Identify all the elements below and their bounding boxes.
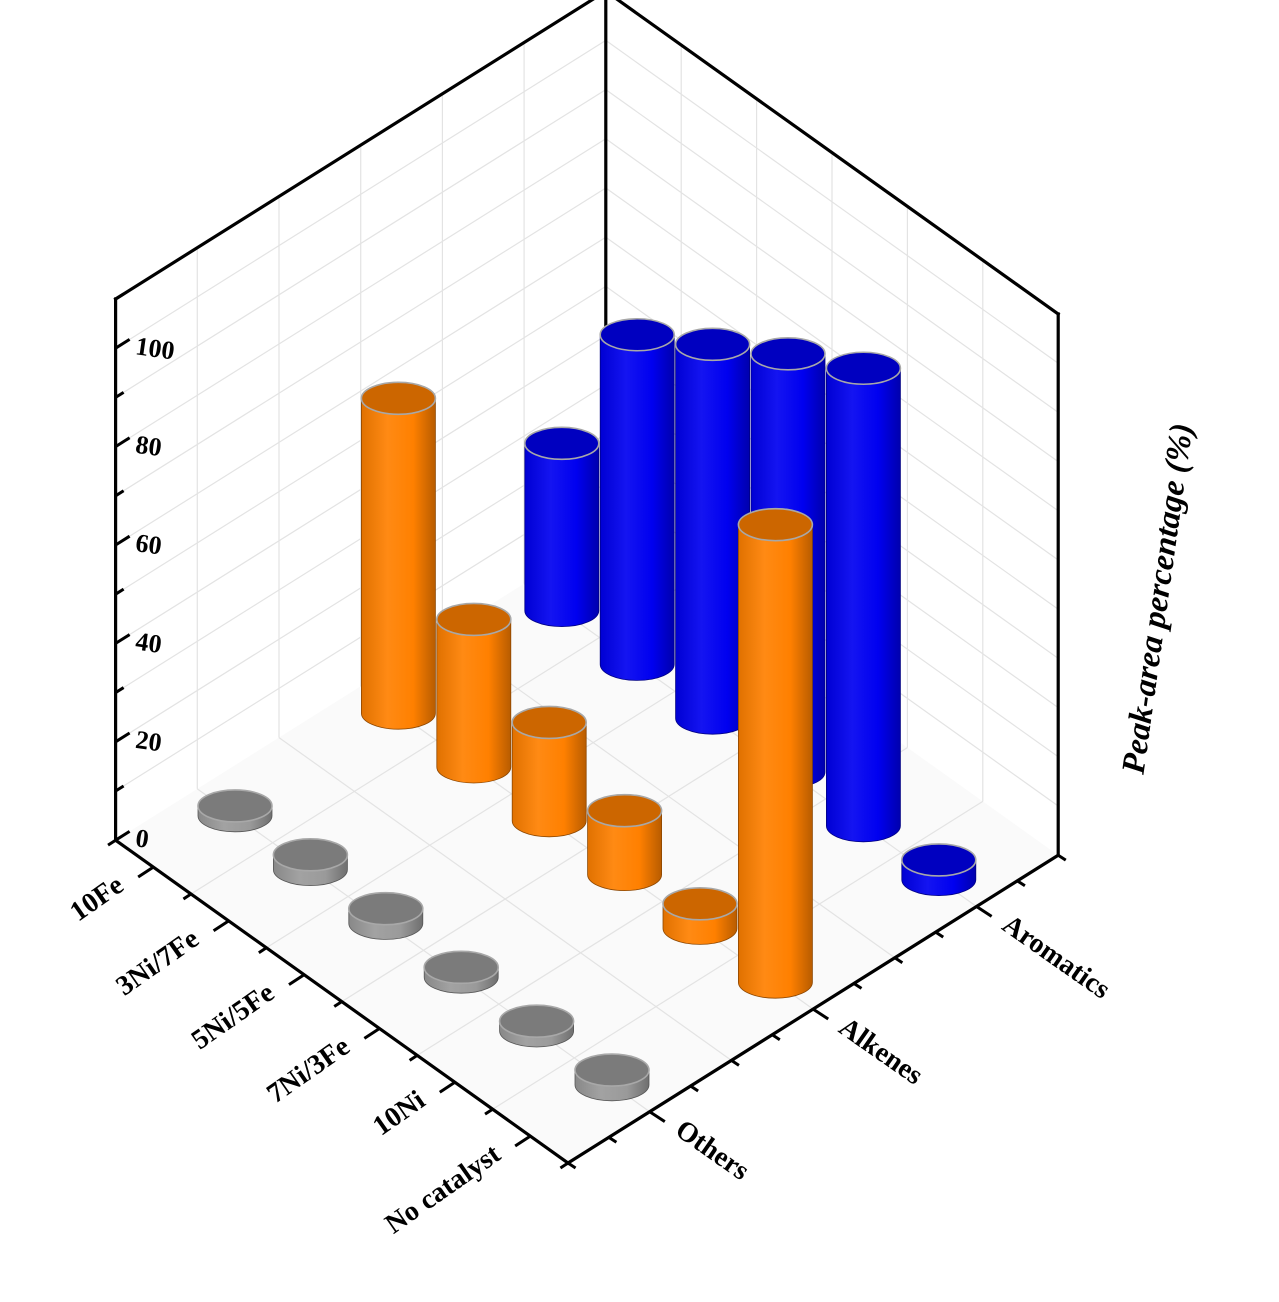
product-tick xyxy=(1016,879,1026,888)
z-tick xyxy=(114,489,125,498)
catalyst-tick xyxy=(107,838,117,847)
product-label: Others xyxy=(670,1114,755,1187)
bar-aromatics-10fe xyxy=(523,426,600,627)
catalyst-tick xyxy=(333,1000,343,1008)
z-tick-label: 60 xyxy=(134,528,164,560)
catalyst-label: No catalyst xyxy=(380,1138,507,1240)
product-label: Alkenes xyxy=(833,1011,929,1091)
z-tick xyxy=(114,534,131,547)
bar-alkenes-10ni xyxy=(662,886,738,945)
catalyst-tick xyxy=(484,1107,494,1116)
catalyst-tick xyxy=(137,865,155,879)
bar-others-3ni-7fe xyxy=(272,838,349,886)
floor-grid-line xyxy=(442,634,896,959)
product-tick xyxy=(975,905,993,918)
bar-others-10fe xyxy=(197,789,273,833)
catalyst-label: 10Ni xyxy=(367,1085,431,1143)
bar-aromatics-10ni xyxy=(825,351,902,843)
catalyst-tick xyxy=(212,919,230,933)
z-axis-title: Peak-area percentage (%) xyxy=(1116,421,1201,777)
product-tick xyxy=(812,1007,830,1021)
catalyst-tick xyxy=(363,1027,381,1040)
z-tick xyxy=(114,633,131,645)
bar-others-7ni-3fe xyxy=(423,950,500,994)
z-tick xyxy=(114,436,131,448)
bar-aromatics-no-catalyst xyxy=(900,843,977,896)
floor-grid-line xyxy=(360,685,814,1010)
z-tick xyxy=(114,731,131,744)
catalyst-label: 3Ni/7Fe xyxy=(110,923,204,1002)
axis-ticks xyxy=(107,292,1067,1170)
z-tick xyxy=(114,292,125,301)
product-tick xyxy=(1057,853,1067,862)
catalyst-label: 10Fe xyxy=(64,869,129,927)
z-tick xyxy=(114,391,125,399)
bar-aromatics-5ni-5fe xyxy=(674,327,751,735)
z-tick xyxy=(114,830,131,842)
catalyst-tick xyxy=(258,946,268,955)
bar-others-5ni-5fe xyxy=(347,891,424,940)
z-tick xyxy=(114,686,125,694)
catalyst-tick xyxy=(438,1081,456,1094)
bar-alkenes-5ni-5fe xyxy=(511,705,588,838)
product-tick xyxy=(934,930,945,939)
product-tick xyxy=(771,1033,781,1041)
product-tick xyxy=(648,1110,666,1123)
z-tick-label: 20 xyxy=(134,725,164,757)
product-tick xyxy=(893,956,904,965)
z-tick xyxy=(114,784,125,793)
z-tick-label: 80 xyxy=(134,430,164,462)
bar-others-10ni xyxy=(498,1004,575,1048)
bar-aromatics-3ni-7fe xyxy=(599,317,676,681)
z-tick-label: 0 xyxy=(134,823,151,854)
z-tick xyxy=(114,587,125,596)
catalyst-tick xyxy=(288,973,305,986)
catalyst-tick xyxy=(559,1161,569,1170)
catalyst-tick xyxy=(408,1054,419,1062)
product-tick xyxy=(730,1059,740,1067)
catalyst-label: 5Ni/5Fe xyxy=(186,977,280,1056)
floor-grid-line xyxy=(278,737,732,1061)
z-tick xyxy=(114,338,131,350)
bar-alkenes-3ni-7fe xyxy=(435,602,512,784)
z-tick-label: 40 xyxy=(134,627,164,659)
product-tick xyxy=(567,1161,577,1170)
catalyst-tick xyxy=(514,1134,532,1148)
product-tick xyxy=(689,1084,699,1093)
product-tick xyxy=(608,1136,618,1144)
bars xyxy=(197,317,977,1102)
product-tick xyxy=(853,982,863,990)
catalyst-tick xyxy=(182,892,192,901)
top-right-edge xyxy=(113,0,595,302)
product-label: Aromatics xyxy=(996,909,1115,1006)
bar-others-no-catalyst xyxy=(574,1053,650,1102)
bar-alkenes-no-catalyst xyxy=(737,507,814,999)
bar-alkenes-10fe xyxy=(360,381,437,730)
bar-alkenes-7ni-3fe xyxy=(586,793,663,891)
z-tick-label: 100 xyxy=(134,331,177,365)
floor-grid-line xyxy=(196,788,651,1113)
top-left-edge xyxy=(615,0,1061,317)
catalyst-label: 7Ni/3Fe xyxy=(261,1031,355,1110)
